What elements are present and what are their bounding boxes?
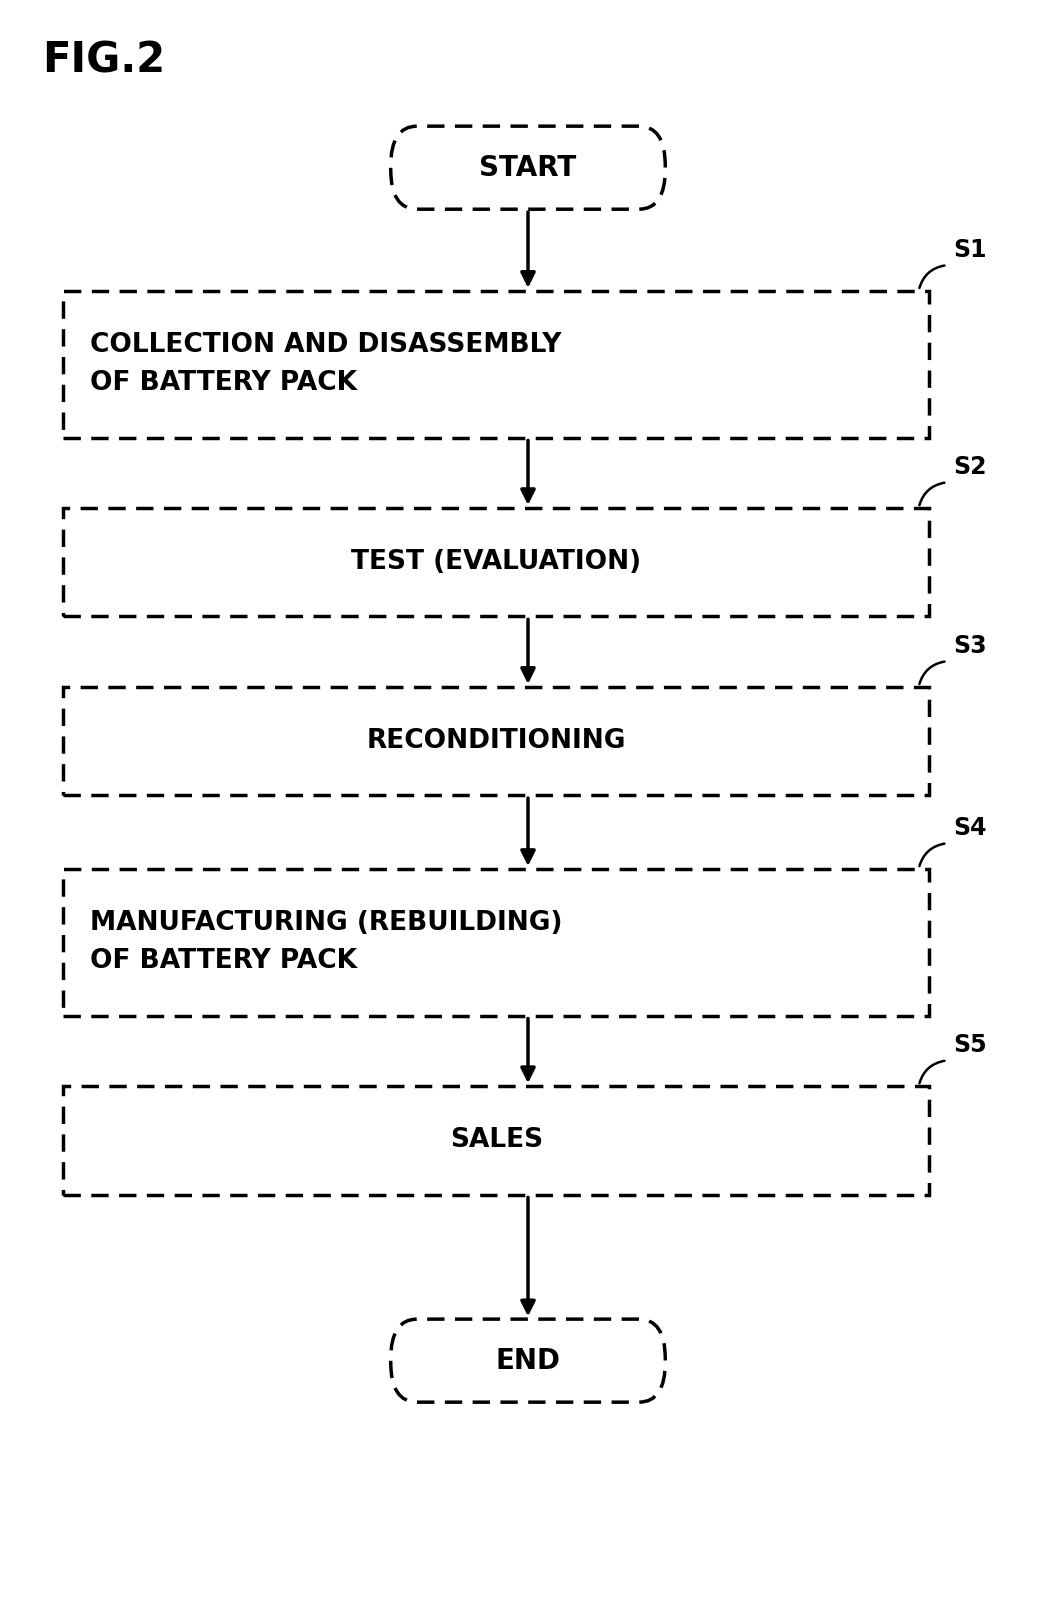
Text: S4: S4 (954, 816, 987, 840)
Text: S1: S1 (954, 238, 987, 262)
FancyBboxPatch shape (391, 126, 665, 209)
Text: MANUFACTURING (REBUILDING)
OF BATTERY PACK: MANUFACTURING (REBUILDING) OF BATTERY PA… (90, 910, 562, 974)
FancyBboxPatch shape (391, 1319, 665, 1402)
Bar (63, 1086, 929, 1195)
Text: END: END (495, 1346, 561, 1375)
Text: S5: S5 (954, 1033, 987, 1057)
Bar (63, 291, 929, 438)
Bar (63, 687, 929, 795)
Text: TEST (EVALUATION): TEST (EVALUATION) (352, 549, 641, 575)
Text: START: START (479, 153, 577, 182)
Text: SALES: SALES (450, 1127, 543, 1153)
Bar (63, 508, 929, 616)
Bar (63, 869, 929, 1016)
Text: S3: S3 (954, 634, 987, 658)
Text: S2: S2 (954, 455, 987, 479)
Text: COLLECTION AND DISASSEMBLY
OF BATTERY PACK: COLLECTION AND DISASSEMBLY OF BATTERY PA… (90, 332, 561, 396)
Text: RECONDITIONING: RECONDITIONING (366, 728, 626, 754)
Text: FIG.2: FIG.2 (42, 40, 166, 81)
